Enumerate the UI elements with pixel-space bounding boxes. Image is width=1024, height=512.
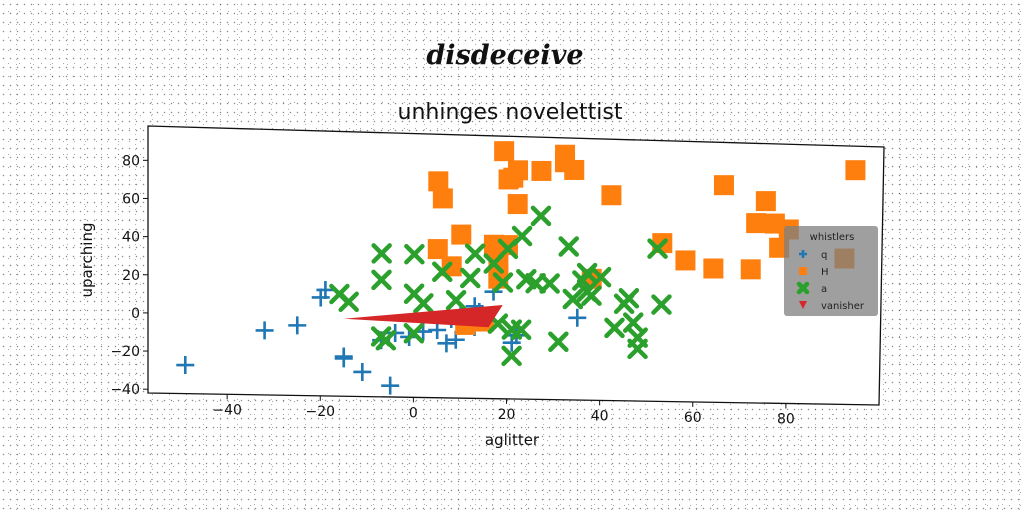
- legend-label: q: [821, 250, 827, 261]
- a-point: [375, 330, 397, 351]
- H-point: [508, 160, 529, 181]
- y-tick-label: −20: [110, 344, 140, 360]
- a-point: [492, 272, 514, 293]
- x-tick-label: −40: [212, 402, 242, 418]
- legend-marker-q: [799, 250, 807, 258]
- a-point: [413, 293, 434, 314]
- axis-ticks: −40 −20 0 20 40 60 80 −40 −20 0 20 40 60 80: [110, 153, 794, 427]
- a-point: [371, 269, 392, 291]
- a-point: [510, 319, 532, 341]
- H-point: [451, 224, 472, 245]
- vanisher-point: [343, 305, 503, 328]
- a-point: [558, 236, 579, 257]
- q-point: [381, 376, 400, 395]
- y-tick-label: −40: [110, 382, 140, 398]
- a-point: [403, 323, 425, 344]
- legend-marker-H: [799, 267, 807, 275]
- a-point: [460, 267, 481, 289]
- legend-title: whistlers: [810, 232, 855, 243]
- y-tick-label: 40: [122, 230, 140, 246]
- x-tick-label: 0: [409, 405, 418, 421]
- H-point: [845, 160, 866, 181]
- H-point: [428, 171, 449, 192]
- y-tick-label: 60: [122, 191, 140, 207]
- H-point: [507, 194, 528, 215]
- H-point: [432, 188, 453, 209]
- H-point: [441, 256, 462, 277]
- H-point: [601, 185, 622, 206]
- a-point: [404, 243, 425, 265]
- x-tick-label: 80: [777, 411, 795, 427]
- q-point: [334, 347, 353, 366]
- a-point: [647, 238, 668, 259]
- H-point: [531, 160, 552, 181]
- x-tick-label: −20: [306, 404, 336, 420]
- x-tick-label: 20: [498, 407, 516, 423]
- H-point: [703, 258, 724, 279]
- q-point: [255, 321, 274, 340]
- H-point: [746, 213, 767, 234]
- H-point: [675, 250, 696, 271]
- q-point: [568, 308, 587, 327]
- a-point: [371, 243, 392, 264]
- a-point: [548, 331, 569, 352]
- x-tick-label: 40: [591, 408, 609, 424]
- a-point: [511, 225, 533, 247]
- H-point: [755, 191, 776, 212]
- x-axis-label: aglitter: [485, 431, 540, 449]
- H-point: [497, 235, 518, 256]
- q-point: [353, 362, 372, 381]
- q-point: [288, 316, 307, 335]
- legend-marker-a: [796, 281, 810, 295]
- legend-label: H: [821, 267, 829, 278]
- q-point: [316, 280, 335, 299]
- figure-suptitle: disdeceive: [426, 40, 583, 71]
- H-point: [488, 253, 509, 274]
- a-point: [581, 285, 602, 306]
- a-point: [604, 317, 625, 339]
- a-point: [562, 288, 584, 310]
- legend-label: vanisher: [821, 301, 865, 312]
- y-tick-label: 80: [122, 153, 140, 169]
- legend: whistlers qHa vanisher: [784, 226, 878, 316]
- x-tick-label: 60: [684, 410, 702, 426]
- a-point: [651, 294, 672, 315]
- y-axis-label: uparching: [78, 222, 96, 297]
- chart-title: unhinges novelettist: [398, 100, 623, 125]
- legend-label: a: [821, 284, 827, 295]
- a-point: [464, 243, 486, 264]
- plot-area: [147, 125, 885, 406]
- a-point: [530, 205, 552, 227]
- H-point: [740, 259, 761, 280]
- H-point: [427, 239, 448, 260]
- a-point: [622, 312, 644, 333]
- y-tick-label: 0: [131, 306, 140, 322]
- H-point: [555, 144, 576, 165]
- a-point: [618, 288, 640, 309]
- legend-marker-vanisher: [799, 301, 807, 309]
- a-point: [501, 345, 522, 367]
- H-point: [713, 175, 734, 196]
- a-point: [627, 327, 648, 348]
- a-point: [338, 291, 359, 313]
- a-point: [590, 266, 612, 288]
- H-point: [494, 141, 515, 162]
- a-point: [539, 273, 560, 294]
- legend-items: qHa vanisher: [796, 250, 865, 312]
- q-point: [176, 356, 195, 375]
- a-point: [432, 261, 453, 283]
- q-point: [437, 334, 456, 353]
- y-tick-label: 20: [122, 268, 140, 284]
- H-point: [564, 159, 585, 180]
- a-point: [445, 290, 467, 311]
